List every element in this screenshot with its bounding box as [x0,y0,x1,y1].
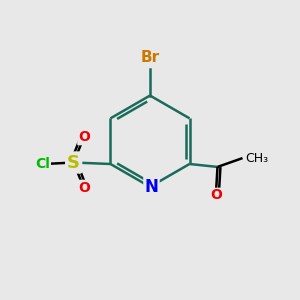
Text: N: N [145,178,158,196]
Text: O: O [78,181,90,194]
Text: S: S [67,154,80,172]
Text: O: O [78,130,90,145]
Text: Br: Br [140,50,160,65]
Text: Cl: Cl [35,157,50,171]
Text: O: O [210,188,222,203]
Text: CH₃: CH₃ [245,152,268,165]
